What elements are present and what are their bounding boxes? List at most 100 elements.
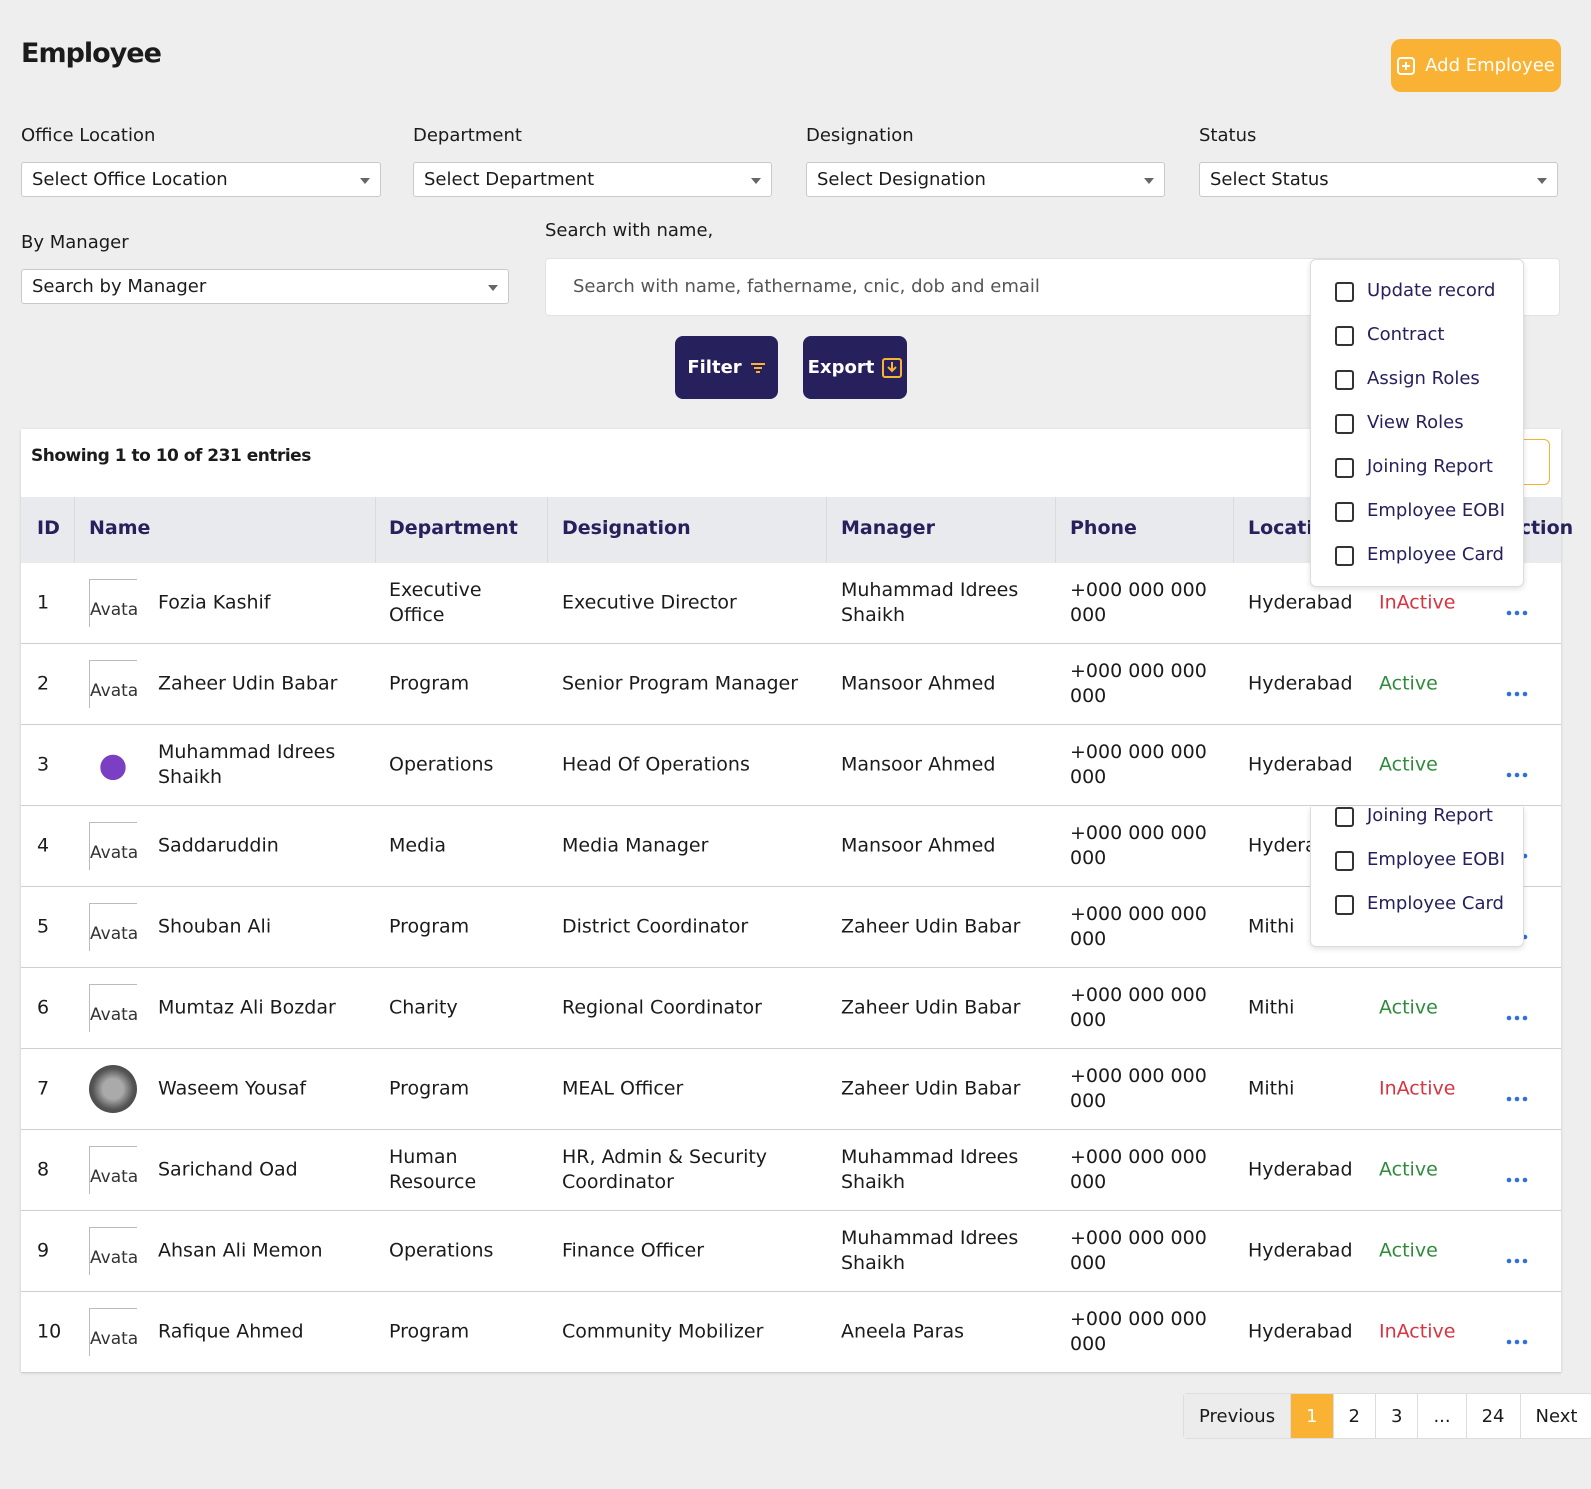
employee-designation: HR, Admin & Security Coordinator <box>562 1145 812 1195</box>
employee-phone: +000 000 000 000 <box>1070 902 1220 952</box>
employee-location: Mithi <box>1248 1077 1368 1102</box>
avatar-image <box>89 1065 137 1113</box>
row-actions[interactable] <box>1505 1247 1529 1255</box>
page-button[interactable]: ... <box>1417 1394 1465 1438</box>
employee-name: Zaheer Udin Babar <box>158 672 358 697</box>
employee-department: Program <box>389 1320 529 1345</box>
row-actions[interactable] <box>1505 599 1529 607</box>
column-separator <box>1233 497 1234 563</box>
employee-id: 8 <box>37 1158 77 1183</box>
employee-department: Media <box>389 834 529 859</box>
employee-status: Active <box>1379 672 1479 697</box>
employee-department: Operations <box>389 1239 529 1264</box>
add-employee-label: Add Employee <box>1425 55 1555 76</box>
employee-manager: Zaheer Udin Babar <box>841 1077 1041 1102</box>
filter-label: By Manager <box>21 232 129 253</box>
page-button[interactable]: 3 <box>1375 1394 1417 1438</box>
row-actions[interactable] <box>1505 1166 1529 1174</box>
designation-select[interactable]: Select Designation <box>806 162 1165 197</box>
employee-phone: +000 000 000 000 <box>1070 740 1220 790</box>
employee-designation: MEAL Officer <box>562 1077 812 1102</box>
employee-manager: Mansoor Ahmed <box>841 753 1041 778</box>
page-button[interactable]: 24 <box>1466 1394 1520 1438</box>
column-header: Designation <box>562 517 691 539</box>
avatar-broken: Avatar <box>89 1146 137 1194</box>
avatar-broken: Avatar <box>89 1308 137 1356</box>
table-row: 8 Avatar Sarichand Oad Human Resource HR, Ad… <box>21 1130 1561 1211</box>
avatar-broken: Avatar <box>89 984 137 1032</box>
employee-phone: +000 000 000 000 <box>1070 1064 1220 1114</box>
row-actions[interactable] <box>1505 761 1529 769</box>
employee-department: Human Resource <box>389 1145 529 1195</box>
menu-item[interactable]: Employee EOBI <box>1367 849 1505 870</box>
employee-designation: Finance Officer <box>562 1239 812 1264</box>
menu-item[interactable]: Joining Report <box>1367 456 1493 477</box>
column-separator <box>547 497 548 563</box>
add-employee-button[interactable]: Add Employee <box>1391 39 1561 92</box>
employee-name: Fozia Kashif <box>158 591 358 616</box>
menu-item[interactable]: Assign Roles <box>1367 368 1480 389</box>
avatar-broken: Avatar <box>89 903 137 951</box>
employee-manager: Muhammad Idrees Shaikh <box>841 1226 1041 1276</box>
row-actions[interactable] <box>1505 1004 1529 1012</box>
plus-icon <box>1397 57 1415 75</box>
filter-label: Filter <box>687 357 741 378</box>
next-button[interactable]: Next <box>1520 1394 1591 1438</box>
avatar-broken: Avatar <box>89 1227 137 1275</box>
manager-select[interactable]: Search by Manager <box>21 269 509 304</box>
column-header: ID <box>37 517 60 539</box>
menu-item[interactable]: Joining Report <box>1367 805 1493 826</box>
employee-manager: Zaheer Udin Babar <box>841 996 1041 1021</box>
employee-status: Active <box>1379 996 1479 1021</box>
menu-item[interactable]: View Roles <box>1367 412 1464 433</box>
menu-item[interactable]: Update record <box>1367 280 1495 301</box>
search-label: Search with name, <box>545 220 713 241</box>
filter-label: Status <box>1199 125 1256 146</box>
employee-phone: +000 000 000 000 <box>1070 1307 1220 1357</box>
export-label: Export <box>808 357 875 378</box>
employee-id: 10 <box>37 1320 77 1345</box>
filter-label: Department <box>413 125 522 146</box>
employee-department: Executive Office <box>389 578 529 628</box>
dots-icon <box>1505 1176 1529 1184</box>
employee-name: Muhammad Idrees Shaikh <box>158 740 358 790</box>
table-row: 10AvatarRafique AhmedProgramCommunity Mo… <box>21 1292 1561 1373</box>
menu-item[interactable]: Employee Card <box>1367 893 1504 914</box>
page-button[interactable]: 1 <box>1290 1394 1332 1438</box>
employee-status: InActive <box>1379 1320 1479 1345</box>
page-button[interactable]: 2 <box>1333 1394 1375 1438</box>
menu-item[interactable]: Employee EOBI <box>1367 500 1505 521</box>
employee-manager: Zaheer Udin Babar <box>841 915 1041 940</box>
previous-button[interactable]: Previous <box>1184 1394 1290 1438</box>
avatar-broken: Avatar <box>89 660 137 708</box>
dots-icon <box>1505 771 1529 779</box>
dots-icon <box>1505 1257 1529 1265</box>
column-header: Phone <box>1070 517 1137 539</box>
filter-button[interactable]: Filter <box>675 336 778 399</box>
row-actions[interactable] <box>1505 1328 1529 1336</box>
status-select[interactable]: Select Status <box>1199 162 1558 197</box>
row-actions[interactable] <box>1505 1085 1529 1093</box>
export-button[interactable]: Export <box>803 336 907 399</box>
employee-name: Sarichand Oad <box>158 1158 358 1183</box>
row-actions[interactable] <box>1505 680 1529 688</box>
column-header: Department <box>389 517 518 539</box>
menu-item[interactable]: Employee Card <box>1367 544 1504 565</box>
employee-department: Program <box>389 1077 529 1102</box>
menu-item[interactable]: Contract <box>1367 324 1444 345</box>
employee-designation: Executive Director <box>562 591 812 616</box>
employee-id: 5 <box>37 915 77 940</box>
employee-department: Charity <box>389 996 529 1021</box>
table-row: 7Waseem YousafProgramMEAL OfficerZaheer … <box>21 1049 1561 1130</box>
employee-location: Hyderabad <box>1248 672 1368 697</box>
department-select[interactable]: Select Department <box>413 162 772 197</box>
employee-designation: Head Of Operations <box>562 753 812 778</box>
employee-phone: +000 000 000 000 <box>1070 983 1220 1033</box>
office-select[interactable]: Select Office Location <box>21 162 381 197</box>
filter-label: Designation <box>806 125 914 146</box>
table-summary: Showing 1 to 10 of 231 entries <box>31 446 311 466</box>
employee-manager: Mansoor Ahmed <box>841 834 1041 859</box>
employee-designation: District Coordinator <box>562 915 812 940</box>
employee-designation: Regional Coordinator <box>562 996 812 1021</box>
